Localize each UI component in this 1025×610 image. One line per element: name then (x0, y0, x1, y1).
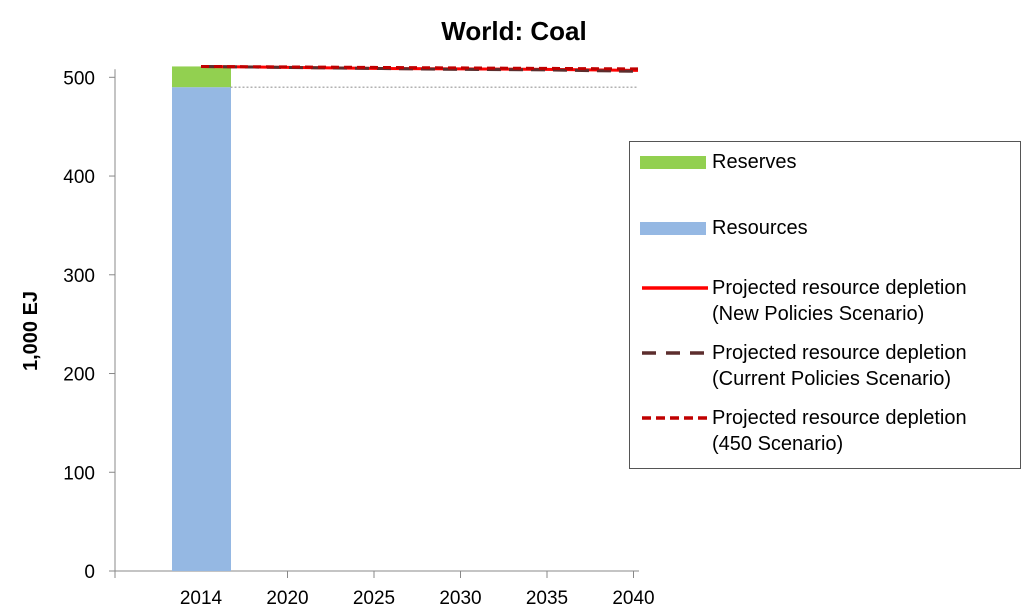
y-axis-label: 1,000 EJ (20, 291, 42, 371)
y-tick-label: 0 (84, 562, 95, 583)
legend-swatch-nps (642, 286, 708, 290)
y-tick-label: 500 (63, 68, 95, 89)
y-tick-label: 400 (63, 167, 95, 188)
depletion-line-3 (200, 64, 639, 71)
legend-label: Projected resource depletion (712, 342, 967, 364)
x-tick-label: 2030 (439, 588, 481, 609)
legend-swatch-cps (642, 351, 708, 355)
x-tick-label: 2025 (353, 588, 395, 609)
legend-label: Projected resource depletion (712, 277, 967, 299)
legend-label: Projected resource depletion (712, 407, 967, 429)
x-tick-label: 2014 (180, 588, 223, 609)
chart-title: World: Coal (441, 16, 586, 46)
x-tick-label: 2040 (612, 588, 654, 609)
legend-label: (450 Scenario) (712, 433, 844, 455)
legend-label: (Current Policies Scenario) (712, 368, 951, 390)
y-tick-label: 100 (63, 463, 95, 484)
legend-label: Resources (712, 217, 808, 239)
x-tick-label: 2020 (266, 588, 308, 609)
legend-swatch-s450 (642, 416, 708, 420)
legend-label: Reserves (712, 151, 797, 173)
plot-area: 0 100 200 300 400 500 2014 2020 2025 2030 2035 2040 (63, 64, 655, 609)
y-tick-label: 200 (63, 365, 95, 386)
x-tick-label: 2035 (526, 588, 568, 609)
chart-legend: Reserves Resources Projected resource depl… (629, 141, 1021, 469)
y-tick-label: 300 (63, 266, 95, 287)
legend-swatch-reserves (640, 156, 706, 169)
legend-swatch-resources (640, 222, 706, 235)
bar-resources (172, 87, 231, 571)
legend-label: (New Policies Scenario) (712, 303, 925, 325)
bar-reserves (172, 66, 231, 88)
